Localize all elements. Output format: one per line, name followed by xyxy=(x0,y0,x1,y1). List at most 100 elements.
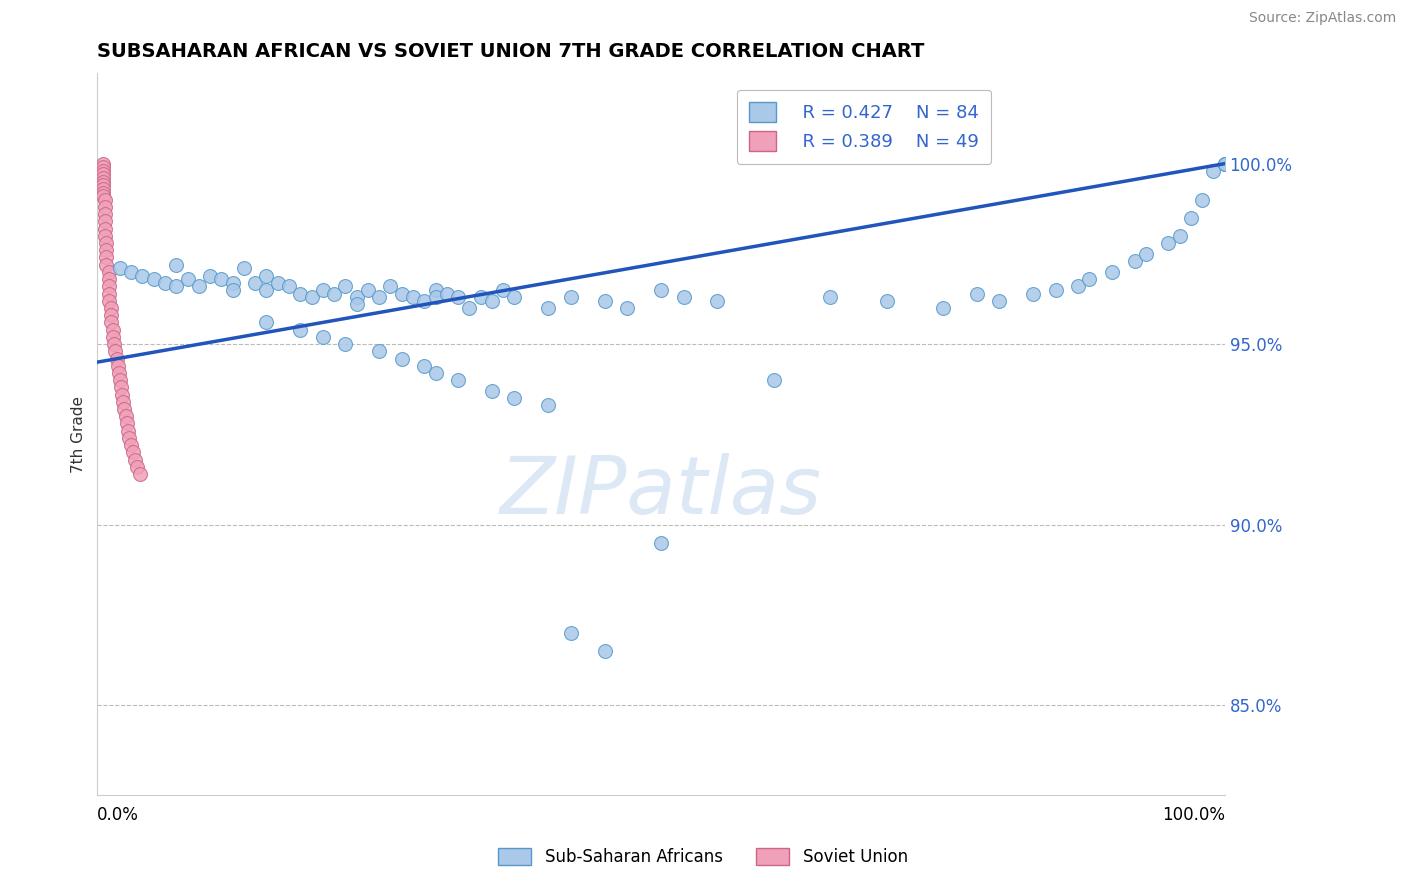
Point xyxy=(97,272,120,286)
Point xyxy=(470,290,492,304)
Point xyxy=(256,315,278,329)
Point xyxy=(107,359,129,373)
Point xyxy=(593,293,616,308)
Point xyxy=(142,272,165,286)
Point xyxy=(187,279,209,293)
Point xyxy=(1123,254,1146,268)
Point xyxy=(94,193,117,207)
Point xyxy=(101,330,124,344)
Point xyxy=(503,290,526,304)
Point xyxy=(97,286,120,301)
Point xyxy=(335,279,357,293)
Point xyxy=(122,445,145,459)
Point xyxy=(256,283,278,297)
Point xyxy=(458,301,481,315)
Point xyxy=(301,290,323,304)
Text: 0.0%: 0.0% xyxy=(97,806,139,824)
Point xyxy=(120,265,142,279)
Point xyxy=(1202,164,1225,178)
Point xyxy=(91,182,114,196)
Point xyxy=(1078,272,1101,286)
Point xyxy=(112,402,135,417)
Point xyxy=(91,161,114,175)
Point xyxy=(221,283,243,297)
Point xyxy=(94,228,117,243)
Point xyxy=(503,391,526,405)
Point xyxy=(267,276,290,290)
Point xyxy=(425,366,447,380)
Point xyxy=(481,384,503,398)
Point xyxy=(593,644,616,658)
Point xyxy=(402,290,425,304)
Point xyxy=(818,290,841,304)
Point xyxy=(391,286,413,301)
Point xyxy=(232,261,254,276)
Point xyxy=(932,301,955,315)
Point xyxy=(107,366,129,380)
Point xyxy=(1180,211,1202,225)
Point xyxy=(91,175,114,189)
Point xyxy=(94,200,117,214)
Point xyxy=(91,156,114,170)
Point xyxy=(1168,228,1191,243)
Point xyxy=(447,290,470,304)
Point xyxy=(111,387,134,401)
Point xyxy=(1067,279,1090,293)
Point xyxy=(966,286,988,301)
Point xyxy=(91,171,114,186)
Point xyxy=(165,258,187,272)
Point xyxy=(91,164,114,178)
Point xyxy=(988,293,1011,308)
Point xyxy=(560,290,582,304)
Point xyxy=(165,279,187,293)
Point xyxy=(96,258,118,272)
Point xyxy=(256,268,278,283)
Point xyxy=(368,290,391,304)
Point xyxy=(131,268,153,283)
Point xyxy=(447,373,470,387)
Point xyxy=(209,272,232,286)
Point xyxy=(101,323,124,337)
Point xyxy=(108,373,131,387)
Point xyxy=(616,301,638,315)
Point xyxy=(91,189,114,203)
Point xyxy=(96,235,118,250)
Point xyxy=(672,290,695,304)
Text: Source: ZipAtlas.com: Source: ZipAtlas.com xyxy=(1249,11,1396,25)
Point xyxy=(1022,286,1045,301)
Point xyxy=(1191,193,1213,207)
Point xyxy=(105,351,128,366)
Point xyxy=(129,467,152,481)
Point xyxy=(91,168,114,182)
Point xyxy=(118,431,141,445)
Point xyxy=(537,301,560,315)
Point xyxy=(368,344,391,359)
Y-axis label: 7th Grade: 7th Grade xyxy=(72,396,86,473)
Point xyxy=(425,283,447,297)
Point xyxy=(198,268,221,283)
Point xyxy=(94,207,117,221)
Point xyxy=(1213,156,1236,170)
Point xyxy=(436,286,458,301)
Point xyxy=(94,221,117,235)
Point xyxy=(124,452,146,467)
Point xyxy=(413,293,436,308)
Point xyxy=(96,244,118,258)
Point xyxy=(114,409,136,424)
Legend:   R = 0.427    N = 84,   R = 0.389    N = 49: R = 0.427 N = 84, R = 0.389 N = 49 xyxy=(737,90,991,164)
Point xyxy=(108,261,131,276)
Point xyxy=(346,290,368,304)
Text: ZIPatlas: ZIPatlas xyxy=(501,453,823,531)
Point xyxy=(425,290,447,304)
Point xyxy=(380,279,402,293)
Point xyxy=(120,438,142,452)
Point xyxy=(1101,265,1123,279)
Point xyxy=(323,286,346,301)
Point xyxy=(153,276,176,290)
Point xyxy=(97,279,120,293)
Point xyxy=(100,301,122,315)
Point xyxy=(278,279,301,293)
Point xyxy=(115,417,138,431)
Point xyxy=(312,283,335,297)
Point xyxy=(650,283,672,297)
